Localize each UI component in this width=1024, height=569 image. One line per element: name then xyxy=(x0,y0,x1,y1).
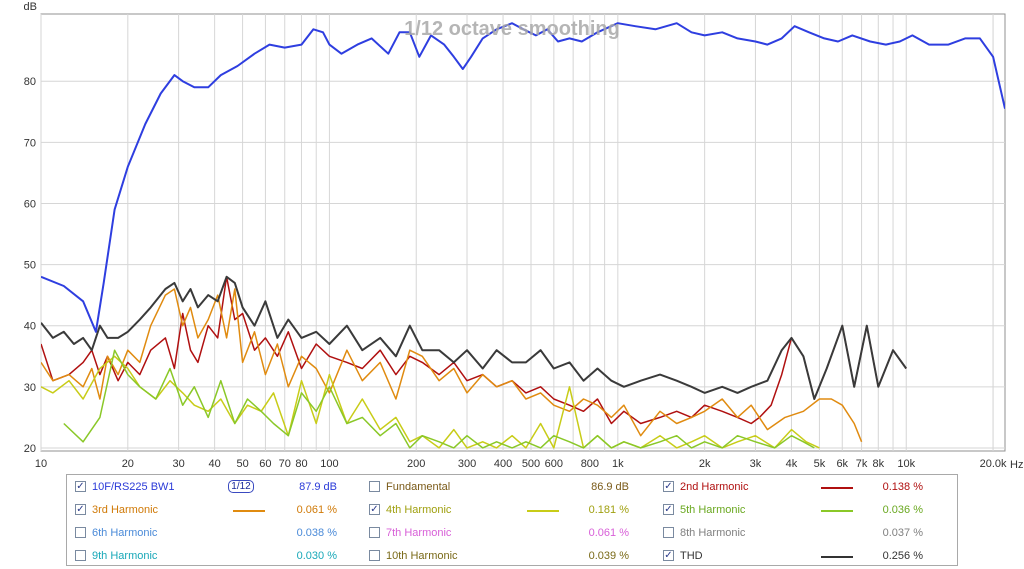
legend-label: 10th Harmonic xyxy=(386,550,458,562)
x-tick-label: 400 xyxy=(494,458,512,470)
legend-label: 7th Harmonic xyxy=(386,527,452,539)
legend-label: 9th Harmonic xyxy=(92,550,158,562)
plot-area[interactable] xyxy=(40,13,1006,452)
x-tick-label: 6k xyxy=(836,458,848,470)
legend-label: 5th Harmonic xyxy=(680,504,746,516)
legend-line-swatch xyxy=(821,510,853,512)
x-tick-label: 30 xyxy=(172,458,184,470)
y-tick-label: 30 xyxy=(24,382,36,394)
legend-entry: ✓ 10F/RS225 BW1 1/12 87.9 dB xyxy=(75,478,365,498)
series-line-2nd-harmonic xyxy=(41,276,907,425)
legend-entry: 9th Harmonic 0.030 % xyxy=(75,547,365,567)
x-tick-label: 8k xyxy=(872,458,884,470)
x-tick-label: 300 xyxy=(458,458,476,470)
y-tick-label: 40 xyxy=(24,321,36,333)
legend-entry: ✓ 2nd Harmonic 0.138 % xyxy=(663,478,953,498)
x-tick-label: 10 xyxy=(35,458,47,470)
legend-entry: 10th Harmonic 0.039 % xyxy=(369,547,659,567)
legend-entry: 6th Harmonic 0.038 % xyxy=(75,524,365,544)
x-tick-label: 50 xyxy=(236,458,248,470)
legend-label: 3rd Harmonic xyxy=(92,504,159,516)
x-tick-label: 7k xyxy=(856,458,868,470)
legend-value: 0.036 % xyxy=(882,504,923,516)
legend-entry: 7th Harmonic 0.061 % xyxy=(369,524,659,544)
series-line-thd xyxy=(41,275,908,400)
legend-checkbox[interactable]: ✓ xyxy=(75,481,86,492)
y-tick-label: 80 xyxy=(24,76,36,88)
legend-line-swatch xyxy=(821,556,853,558)
legend-label: THD xyxy=(680,550,703,562)
x-tick-label: 500 xyxy=(522,458,540,470)
smoothing-overlay-title: 1/12 octave smoothing xyxy=(404,18,620,40)
legend-checkbox[interactable]: ✓ xyxy=(75,504,86,515)
legend-checkbox[interactable] xyxy=(369,550,380,561)
legend-checkbox[interactable] xyxy=(369,481,380,492)
legend-value: 0.030 % xyxy=(296,550,337,562)
x-tick-label: 3k xyxy=(750,458,762,470)
x-tick-label: 1k xyxy=(612,458,624,470)
legend-checkbox[interactable]: ✓ xyxy=(663,481,674,492)
x-tick-label: 5k xyxy=(814,458,826,470)
y-tick-label: 20 xyxy=(24,443,36,455)
x-tick-label: 70 xyxy=(279,458,291,470)
legend-entry: Fundamental 86.9 dB xyxy=(369,478,659,498)
legend-value: 0.038 % xyxy=(296,527,337,539)
legend-label: Fundamental xyxy=(386,481,451,493)
legend-checkbox[interactable] xyxy=(75,527,86,538)
y-tick-label: 50 xyxy=(24,260,36,272)
legend-value: 86.9 dB xyxy=(591,481,629,493)
legend-checkbox[interactable]: ✓ xyxy=(369,504,380,515)
legend-label: 4th Harmonic xyxy=(386,504,452,516)
x-tick-label: 60 xyxy=(259,458,271,470)
legend-checkbox[interactable]: ✓ xyxy=(663,504,674,515)
legend-entry: 8th Harmonic 0.037 % xyxy=(663,524,953,544)
x-tick-label: 100 xyxy=(320,458,338,470)
legend-panel: ✓ 10F/RS225 BW1 1/12 87.9 dB Fundamental 86.9… xyxy=(66,474,958,566)
x-tick-label: 80 xyxy=(295,458,307,470)
x-tick-label: 20 xyxy=(122,458,134,470)
legend-value: 0.256 % xyxy=(882,550,923,562)
frequency-response-chart: dB Hz 20 30 40 50 60 70 80 10 20 30 40 50 60 70 80 100 2… xyxy=(24,1,1024,471)
x-tick-label: 600 xyxy=(545,458,563,470)
legend-value: 0.039 % xyxy=(588,550,629,562)
series-line-10f-rs225-bw1 xyxy=(41,22,1005,333)
legend-checkbox[interactable] xyxy=(75,550,86,561)
legend-value: 0.061 % xyxy=(588,527,629,539)
legend-checkbox[interactable]: ✓ xyxy=(663,550,674,561)
legend-entry: ✓ 4th Harmonic 0.181 % xyxy=(369,501,659,521)
y-tick-label: 70 xyxy=(24,137,36,149)
series-line-4th-harmonic xyxy=(41,355,820,449)
series-line-3rd-harmonic xyxy=(41,288,863,443)
legend-line-swatch xyxy=(527,510,559,512)
x-tick-label: 2k xyxy=(699,458,711,470)
legend-line-swatch xyxy=(233,510,265,512)
legend-label: 6th Harmonic xyxy=(92,527,158,539)
x-tick-label: 800 xyxy=(581,458,599,470)
legend-line-swatch xyxy=(821,487,853,489)
legend-value: 0.037 % xyxy=(882,527,923,539)
legend-checkbox[interactable] xyxy=(663,527,674,538)
smoothing-icon[interactable]: 1/12 xyxy=(228,480,254,493)
legend-label: 10F/RS225 BW1 xyxy=(92,481,175,493)
series-line-5th-harmonic xyxy=(63,349,815,449)
legend-label: 8th Harmonic xyxy=(680,527,746,539)
legend-entry: ✓ THD 0.256 % xyxy=(663,547,953,567)
legend-checkbox[interactable] xyxy=(369,527,380,538)
x-tick-label: 4k xyxy=(786,458,798,470)
legend-label: 2nd Harmonic xyxy=(680,481,749,493)
y-tick-label: 60 xyxy=(24,198,36,210)
x-tick-label: 40 xyxy=(209,458,221,470)
legend-value: 87.9 dB xyxy=(299,481,337,493)
legend-entry: ✓ 3rd Harmonic 0.061 % xyxy=(75,501,365,521)
legend-value: 0.181 % xyxy=(588,504,629,516)
x-tick-label: 10k xyxy=(897,458,915,470)
y-unit-label: dB xyxy=(24,1,37,13)
legend-entry: ✓ 5th Harmonic 0.036 % xyxy=(663,501,953,521)
x-tick-label: 20.0k xyxy=(980,458,1007,470)
x-unit-label: Hz xyxy=(1010,459,1023,471)
x-tick-label: 200 xyxy=(407,458,425,470)
legend-value: 0.138 % xyxy=(882,481,923,493)
legend-value: 0.061 % xyxy=(296,504,337,516)
